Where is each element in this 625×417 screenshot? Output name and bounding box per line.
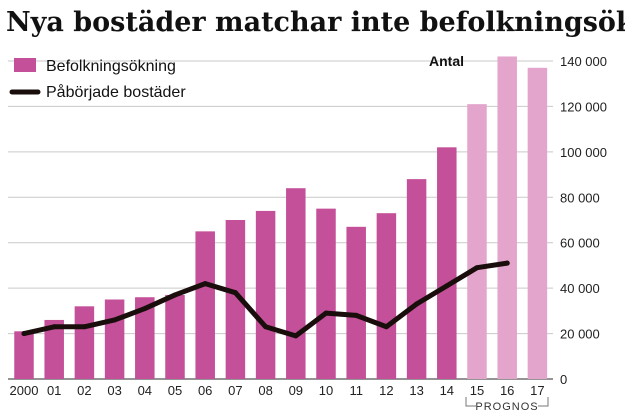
x-tick-label: 17: [530, 383, 544, 398]
line-point: [51, 324, 57, 330]
y-tick-label: 80 000: [560, 190, 600, 205]
line-point: [353, 312, 359, 318]
x-tick-label: 04: [138, 383, 152, 398]
line-point: [414, 301, 420, 307]
y-tick-label: 100 000: [560, 145, 607, 160]
bar: [316, 208, 336, 379]
x-tick-label: 16: [500, 383, 514, 398]
line-point: [81, 324, 87, 330]
x-tick-label: 05: [168, 383, 182, 398]
bar: [467, 104, 487, 380]
y-axis: 0 20 000 40 000 60 000 80 000 100 000 120 000 1…: [560, 54, 607, 387]
bars: [14, 56, 548, 380]
bar: [74, 306, 95, 379]
y-tick-label: 0: [560, 372, 567, 387]
x-axis: 2000 01 02 03 04 05 06 07 08 09 10 11 12 13 14 15 16 17: [10, 383, 545, 398]
x-tick-label: 10: [319, 383, 333, 398]
bar: [135, 297, 155, 379]
line-series: [21, 260, 510, 339]
bar: [44, 319, 64, 379]
bar: [165, 294, 185, 379]
forecast-label: PROGNOS: [475, 401, 538, 413]
line-point: [293, 333, 299, 339]
line-point: [383, 324, 389, 330]
legend-label-bar: Befolkningsökning: [46, 58, 176, 75]
bar: [437, 147, 457, 379]
line-point: [172, 292, 178, 298]
grid: [8, 60, 553, 380]
x-tick-label: 02: [77, 383, 91, 398]
y-axis-unit-label: Antal: [429, 53, 464, 69]
legend: Befolkningsökning Påbörjade bostäder: [9, 58, 186, 101]
x-tick-label: 13: [409, 383, 423, 398]
x-tick-label: 08: [258, 383, 272, 398]
y-tick-label: 140 000: [560, 54, 607, 69]
x-tick-label: 06: [198, 383, 212, 398]
bar: [255, 210, 276, 379]
line-point: [21, 331, 27, 337]
bar: [286, 188, 306, 379]
bar: [376, 213, 397, 379]
bar: [497, 56, 517, 379]
legend-label-line: Påbörjade bostäder: [46, 83, 186, 101]
bar: [195, 231, 215, 379]
line-point: [323, 310, 329, 316]
line-point: [474, 265, 480, 271]
line-point: [142, 306, 148, 312]
bar: [104, 299, 125, 379]
line-point: [263, 324, 269, 330]
x-tick-label: 11: [349, 383, 363, 398]
x-tick-label: 2000: [10, 383, 39, 398]
bar: [14, 331, 34, 379]
legend-swatch-bar: [14, 58, 36, 72]
y-tick-label: 120 000: [560, 99, 607, 114]
bar: [346, 226, 366, 379]
x-tick-label: 03: [107, 383, 121, 398]
forecast-bracket-line: [465, 397, 549, 407]
line-point: [504, 260, 510, 266]
chart-title: Nya bostäder matchar inte befolkningsökn…: [6, 7, 625, 38]
line-point: [444, 283, 450, 289]
bar: [406, 179, 427, 379]
bar: [527, 67, 548, 380]
y-tick-label: 60 000: [560, 236, 600, 251]
x-tick-label: 07: [228, 383, 242, 398]
x-tick-label: 14: [440, 383, 454, 398]
line-point: [202, 281, 208, 287]
forecast-bracket: PROGNOS: [465, 397, 549, 413]
y-tick-label: 40 000: [560, 281, 600, 296]
x-tick-label: 12: [379, 383, 393, 398]
x-tick-label: 01: [47, 383, 61, 398]
line-point: [232, 290, 238, 296]
x-tick-label: 09: [289, 383, 303, 398]
bar: [225, 220, 246, 379]
x-tick-label: 15: [470, 383, 484, 398]
y-tick-label: 20 000: [560, 327, 600, 342]
line-point: [112, 317, 118, 323]
